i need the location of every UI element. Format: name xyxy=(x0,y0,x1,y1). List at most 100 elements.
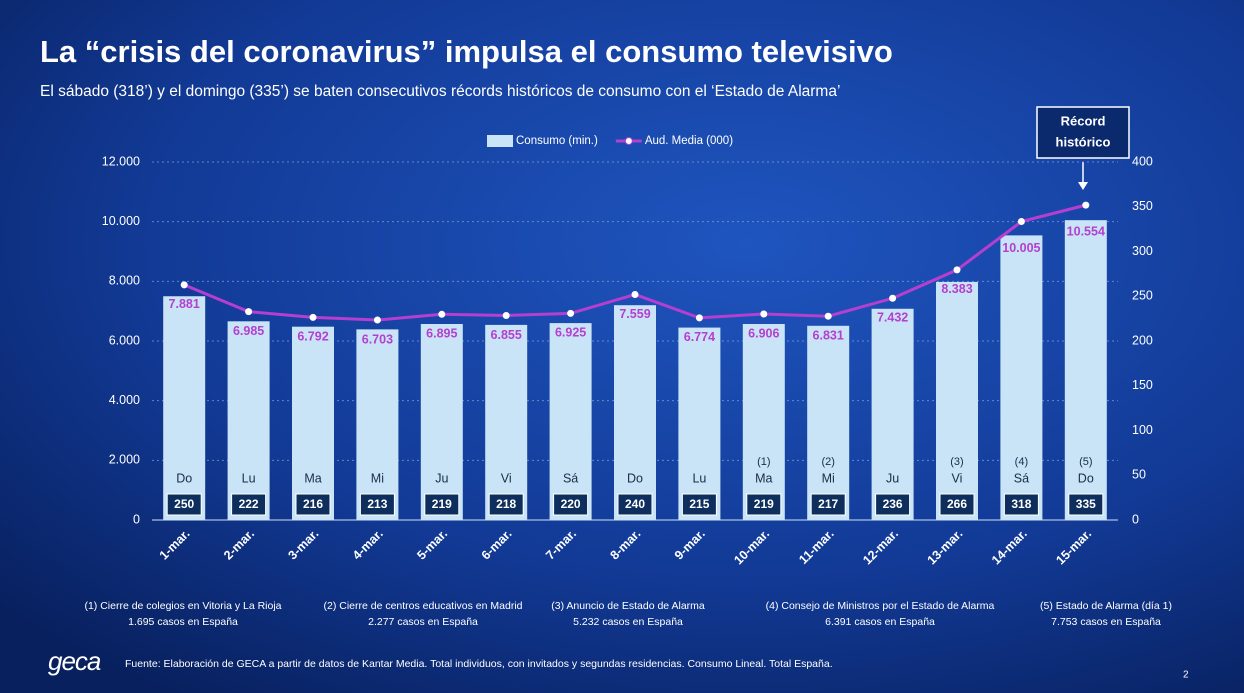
y-tick-label: 4.000 xyxy=(109,393,140,407)
bar xyxy=(292,326,334,520)
y-tick-label: 10.000 xyxy=(102,214,140,228)
line-value-label: 8.383 xyxy=(941,282,972,296)
value-box xyxy=(553,493,589,516)
y2-tick-label: 50 xyxy=(1132,468,1146,482)
line-point xyxy=(245,308,253,316)
day-label: Ma xyxy=(304,471,321,485)
y2-tick-label: 250 xyxy=(1132,289,1153,303)
source: Fuente: Elaboración de GECA a partir de … xyxy=(125,658,833,670)
footnote-detail: 5.232 casos en España xyxy=(573,616,683,628)
line-point xyxy=(824,312,832,320)
bar xyxy=(807,325,850,520)
value-box xyxy=(939,493,975,516)
value-box xyxy=(617,493,653,516)
y2-tick-label: 300 xyxy=(1132,244,1153,258)
value-box xyxy=(231,493,267,516)
callout-box xyxy=(1036,106,1130,159)
y2-tick-label: 400 xyxy=(1132,154,1153,168)
day-label: Do xyxy=(1078,471,1094,485)
note-marker: (5) xyxy=(1079,456,1092,468)
day-label: Ma xyxy=(755,471,772,485)
line-point xyxy=(567,309,575,317)
day-label: Do xyxy=(176,471,192,485)
bar xyxy=(614,305,656,520)
footnote-title: (3) Anuncio de Estado de Alarma xyxy=(551,600,705,612)
bar xyxy=(356,329,399,520)
y2-tick-label: 100 xyxy=(1132,423,1153,437)
day-label: Mi xyxy=(822,471,835,485)
footnote-title: (4) Consejo de Ministros por el Estado d… xyxy=(766,600,995,612)
line-point xyxy=(631,290,639,298)
y2-tick-label: 200 xyxy=(1132,333,1153,347)
y-tick-label: 6.000 xyxy=(109,333,140,347)
bar xyxy=(936,281,978,520)
note-marker: (1) xyxy=(757,456,770,468)
line-point xyxy=(1082,201,1090,209)
line-value-label: 7.559 xyxy=(619,307,650,321)
bar-value-label: 220 xyxy=(561,497,581,511)
note-marker: (3) xyxy=(950,456,963,468)
line-point xyxy=(373,316,381,324)
bar xyxy=(1000,235,1043,520)
callout-arrow-head xyxy=(1078,182,1088,190)
bar-value-label: 219 xyxy=(754,497,774,511)
line-value-label: 6.985 xyxy=(233,324,264,338)
line-point xyxy=(695,314,703,322)
callout: Récord histórico xyxy=(1036,106,1130,190)
legend-label: Aud. Media (000) xyxy=(645,135,733,147)
value-box xyxy=(424,493,460,516)
bar-value-label: 236 xyxy=(883,497,903,511)
line-value-label: 6.895 xyxy=(426,327,457,341)
value-box xyxy=(359,493,395,516)
bar xyxy=(420,323,463,520)
value-box xyxy=(295,493,331,516)
day-label: Vi xyxy=(501,471,512,485)
line-value-label: 6.855 xyxy=(491,328,522,342)
bar-value-label: 213 xyxy=(367,497,387,511)
bar xyxy=(1064,220,1107,521)
note-marker: (4) xyxy=(1015,456,1028,468)
footnote-detail: 7.753 casos en España xyxy=(1051,616,1161,628)
legend-swatch xyxy=(487,135,513,147)
y-tick-label: 8.000 xyxy=(109,274,140,288)
chart-title: La “crisis del coronavirus” impulsa el c… xyxy=(40,34,893,69)
day-label: Ju xyxy=(886,471,899,485)
line-value-label: 6.774 xyxy=(684,330,715,344)
bar-value-label: 222 xyxy=(239,497,259,511)
line-value-label: 6.831 xyxy=(813,329,844,343)
bar xyxy=(485,324,528,520)
line-value-label: 6.792 xyxy=(297,330,328,344)
day-label: Do xyxy=(627,471,643,485)
line-point xyxy=(180,281,188,289)
footnote-title: (5) Estado de Alarma (día 1) xyxy=(1040,600,1172,612)
bar-value-label: 218 xyxy=(496,497,516,511)
day-label: Mi xyxy=(371,471,384,485)
bar xyxy=(678,327,721,520)
logo: geca xyxy=(48,646,101,676)
note-marker: (2) xyxy=(821,456,834,468)
value-box xyxy=(488,493,524,516)
line-value-label: 10.005 xyxy=(1002,241,1040,255)
day-label: Vi xyxy=(952,471,963,485)
bar-value-label: 318 xyxy=(1011,497,1031,511)
bar-value-label: 219 xyxy=(432,497,452,511)
line-value-label: 7.881 xyxy=(169,297,200,311)
y-tick-label: 2.000 xyxy=(109,453,140,467)
day-label: Sá xyxy=(563,471,578,485)
line-point xyxy=(953,266,961,274)
bar xyxy=(227,321,270,520)
line-point xyxy=(438,310,446,318)
line-point xyxy=(760,310,768,318)
bar-value-label: 215 xyxy=(689,497,709,511)
bar-value-label: 217 xyxy=(818,497,838,511)
value-box xyxy=(875,493,911,516)
bar xyxy=(742,323,785,520)
bar xyxy=(871,308,914,520)
bar xyxy=(163,296,206,520)
line-value-label: 6.925 xyxy=(555,326,586,340)
footnote-title: (2) Cierre de centros educativos en Madr… xyxy=(323,600,522,612)
bar-value-label: 250 xyxy=(174,497,194,511)
value-box xyxy=(1003,493,1039,516)
